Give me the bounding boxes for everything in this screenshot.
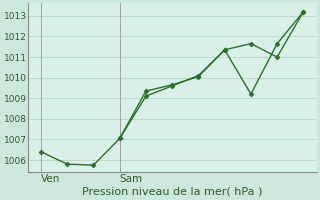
X-axis label: Pression niveau de la mer( hPa ): Pression niveau de la mer( hPa ) [82,187,262,197]
